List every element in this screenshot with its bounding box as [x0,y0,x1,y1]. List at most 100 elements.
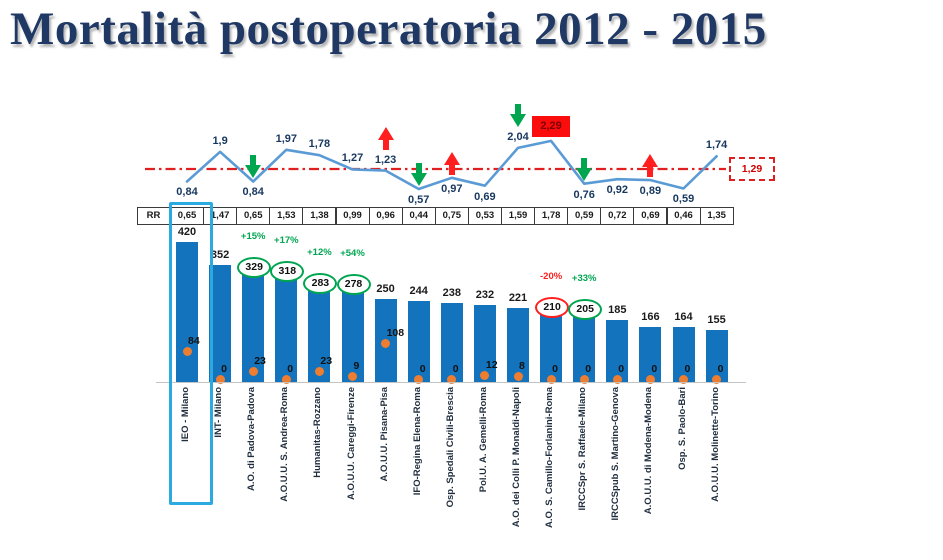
data-dot [612,374,622,384]
rr-value-cell: 0,65 [236,207,271,225]
dot-value-label: 23 [320,355,333,367]
dot-value-label: 12 [485,359,498,371]
dot-value-label: 0 [717,363,724,375]
category-label: Osp. Spedali Civili-Brescia [445,387,456,512]
category-label-text: A.O. dei Colli P. Monaldi-Napoli [511,387,522,528]
category-label: A.O. di Padova-Padova [246,387,257,496]
category-label-text: A.O.U.U. Molinette-Torino [709,387,721,502]
dot-value-label: 0 [452,363,459,375]
percent-change-label: +15% [240,231,266,242]
category-label-text: A.O. di Padova-Padova [246,387,258,491]
dot-value-label: 0 [618,363,625,375]
line-point-label: 0,59 [672,193,695,206]
rr-row-header: RR [137,207,170,225]
category-label: A.O.U.U. di Modena-Modena [643,387,654,519]
category-label: A.O.U.U. Pisana-Pisa [379,387,390,487]
arrow-down-icon [245,155,262,179]
line-point-label: 1,74 [705,139,728,152]
bar [275,276,298,382]
line-point-label: 1,78 [308,138,331,151]
bar [473,305,496,382]
dot-value-label: 8 [519,360,525,372]
bar-value-label: 352 [210,249,230,261]
line-point-label: 1,23 [374,153,397,166]
category-label: IRCCSpub S. Martino-Genova [610,387,621,526]
max-value-box: 2,29 [532,115,571,137]
data-dot [480,370,490,380]
data-dot [447,374,457,384]
rr-value-cell: 1,59 [501,207,536,225]
category-label: Osp. S. Paolo-Bari [677,387,688,475]
bar [606,320,629,382]
rr-value-cell: 0,53 [467,207,502,225]
category-label-text: IRCCSpr S. Raffaele-Milano [577,387,589,511]
percent-change-label: +12% [307,247,332,258]
rr-value-cell: 1,38 [302,207,337,225]
data-dot [513,371,523,381]
category-label: IRCCSpr S. Raffaele-Milano [577,387,588,516]
category-label-text: A.O. S. Camillo-Forlanini-Roma [544,387,556,528]
category-label: INT- Milano [213,387,224,443]
circled-bar-value: 318 [270,261,305,282]
rr-value-cell: 0,75 [434,207,469,225]
bar [209,265,232,382]
bar [573,314,596,382]
data-dot [314,366,324,376]
line-point-label: 0,89 [639,185,662,198]
line-point-label: 0,76 [573,188,595,201]
arrow-down-icon [410,163,427,187]
line-point-label: 0,92 [606,184,628,197]
dot-value-label: 0 [552,363,558,375]
category-label: A.O. dei Colli P. Monaldi-Napoli [511,387,522,532]
data-dot [414,374,424,384]
bar-value-label: 166 [641,311,660,323]
line-point-label: 0,84 [176,186,198,199]
bar [407,301,430,382]
dot-value-label: 84 [188,335,200,347]
data-dot [348,371,357,381]
rr-value-cell: 0,99 [335,207,370,225]
bar-value-label: 164 [674,311,693,323]
category-label-text: Osp. S. Paolo-Bari [676,387,688,470]
data-dot [645,374,655,384]
dot-value-label: 108 [386,327,405,339]
data-dot [679,374,688,384]
rr-value-cell: 0,46 [666,207,701,225]
bar-value-label: 420 [177,226,197,238]
bar [540,312,563,382]
category-label-text: A.O.U.U. Pisana-Pisa [378,387,390,482]
bar [705,330,728,382]
dot-value-label: 9 [353,360,360,372]
reference-value-label: 1,29 [741,163,763,175]
dot-value-label: 0 [287,363,294,375]
rr-value-cell: 0,59 [567,207,602,225]
category-label: A.O.U.U. Molinette-Torino [710,387,721,507]
category-label: Humanitas-Rozzano [312,387,323,483]
arrow-up-icon [377,126,394,150]
category-label: A.O.U.U. Careggi-Firenze [346,387,357,505]
data-dot [281,374,291,384]
line-point-label: 0,57 [407,194,430,207]
data-dot [215,374,225,384]
rr-value-cell: 0,69 [633,207,668,225]
bar [176,242,198,382]
category-label-text: A.O.U.U. di Modena-Modena [643,387,655,515]
rr-value-cell: 0,44 [401,207,436,225]
category-label-text: INT- Milano [213,387,225,438]
dot-value-label: 0 [684,363,691,375]
rr-value-cell: 1,78 [534,207,569,225]
data-dot [248,366,258,376]
bar-value-label: 232 [475,289,495,301]
arrow-up-icon [642,154,659,178]
category-label: A.O. S. Camillo-Forlanini-Roma [544,387,555,533]
bar-value-label: 244 [409,285,428,297]
data-dot [579,374,589,384]
bar [639,327,662,382]
rr-value-cell: 1,35 [699,207,734,225]
category-label-text: Osp. Spedali Civili-Brescia [444,387,456,508]
category-label-text: IRCCSpub S. Martino-Genova [610,387,622,521]
percent-change-label: -20% [540,271,563,282]
category-label-text: A.O.U.U. S. Andrea-Roma [279,387,291,502]
